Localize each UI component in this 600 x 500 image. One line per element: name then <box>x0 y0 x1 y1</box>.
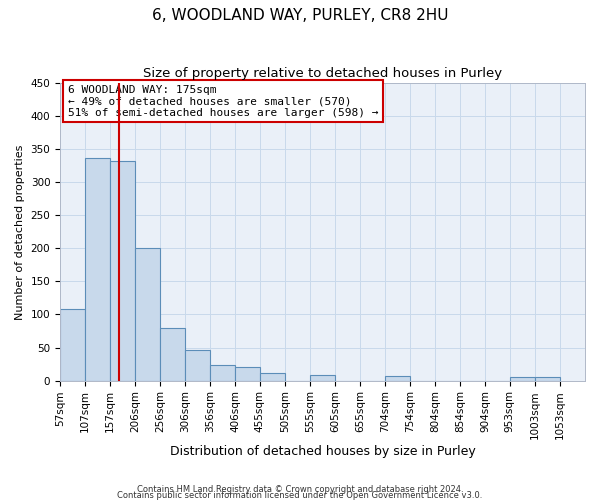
Bar <box>110 161 135 380</box>
Bar <box>160 328 185 380</box>
Bar <box>210 364 235 380</box>
Bar <box>385 376 410 380</box>
Bar <box>260 374 285 380</box>
X-axis label: Distribution of detached houses by size in Purley: Distribution of detached houses by size … <box>170 444 475 458</box>
Text: Contains public sector information licensed under the Open Government Licence v3: Contains public sector information licen… <box>118 490 482 500</box>
Text: Contains HM Land Registry data © Crown copyright and database right 2024.: Contains HM Land Registry data © Crown c… <box>137 484 463 494</box>
Text: 6 WOODLAND WAY: 175sqm
← 49% of detached houses are smaller (570)
51% of semi-de: 6 WOODLAND WAY: 175sqm ← 49% of detached… <box>68 84 379 117</box>
Title: Size of property relative to detached houses in Purley: Size of property relative to detached ho… <box>143 68 502 80</box>
Bar <box>60 308 85 380</box>
Y-axis label: Number of detached properties: Number of detached properties <box>15 144 25 320</box>
Bar <box>135 248 160 380</box>
Bar <box>185 350 210 380</box>
Bar <box>510 376 535 380</box>
Bar <box>85 158 110 380</box>
Bar <box>310 374 335 380</box>
Bar <box>535 376 560 380</box>
Text: 6, WOODLAND WAY, PURLEY, CR8 2HU: 6, WOODLAND WAY, PURLEY, CR8 2HU <box>152 8 448 22</box>
Bar <box>235 366 260 380</box>
